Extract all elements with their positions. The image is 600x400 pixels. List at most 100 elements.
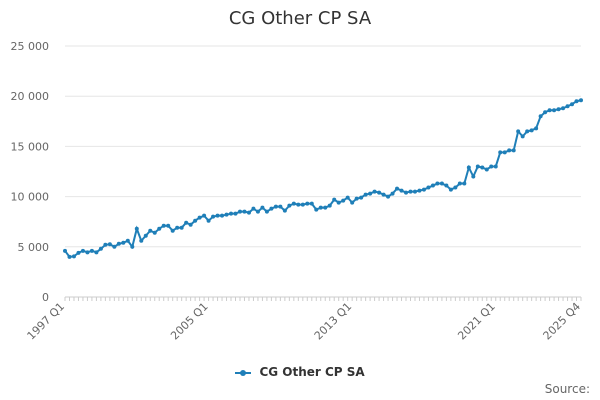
data-point[interactable]: [350, 200, 355, 205]
data-point[interactable]: [412, 189, 417, 194]
data-point[interactable]: [215, 213, 220, 218]
data-point[interactable]: [296, 202, 301, 207]
data-point[interactable]: [206, 218, 211, 223]
data-point[interactable]: [516, 129, 521, 134]
data-point[interactable]: [291, 201, 296, 206]
data-point[interactable]: [152, 230, 157, 235]
data-point[interactable]: [529, 128, 534, 133]
data-point[interactable]: [67, 254, 72, 259]
data-point[interactable]: [430, 183, 435, 188]
data-point[interactable]: [125, 238, 130, 243]
data-point[interactable]: [448, 187, 453, 192]
data-point[interactable]: [161, 223, 166, 228]
data-point[interactable]: [255, 209, 260, 214]
data-point[interactable]: [359, 195, 364, 200]
data-point[interactable]: [368, 191, 373, 196]
data-point[interactable]: [534, 126, 539, 131]
data-point[interactable]: [354, 196, 359, 201]
data-point[interactable]: [314, 207, 319, 212]
data-point[interactable]: [543, 110, 548, 115]
data-point[interactable]: [475, 164, 480, 169]
data-point[interactable]: [498, 150, 503, 155]
data-point[interactable]: [242, 209, 247, 214]
data-point[interactable]: [116, 241, 121, 246]
data-point[interactable]: [471, 174, 476, 179]
data-point[interactable]: [556, 107, 561, 112]
data-point[interactable]: [453, 185, 458, 190]
data-point[interactable]: [251, 206, 256, 211]
data-point[interactable]: [134, 226, 139, 231]
data-point[interactable]: [377, 190, 382, 195]
data-point[interactable]: [341, 198, 346, 203]
data-point[interactable]: [175, 225, 180, 230]
data-point[interactable]: [390, 191, 395, 196]
data-point[interactable]: [489, 164, 494, 169]
data-point[interactable]: [345, 195, 350, 200]
data-point[interactable]: [287, 203, 292, 208]
data-point[interactable]: [444, 183, 449, 188]
data-point[interactable]: [224, 212, 229, 217]
data-point[interactable]: [184, 220, 189, 225]
data-point[interactable]: [188, 222, 193, 227]
data-point[interactable]: [157, 226, 162, 231]
data-point[interactable]: [282, 208, 287, 213]
data-point[interactable]: [202, 213, 207, 218]
data-point[interactable]: [193, 218, 198, 223]
data-point[interactable]: [264, 209, 269, 214]
data-point[interactable]: [246, 210, 251, 215]
data-point[interactable]: [579, 98, 583, 103]
data-point[interactable]: [395, 186, 400, 191]
data-point[interactable]: [89, 248, 94, 253]
data-point[interactable]: [381, 192, 386, 197]
data-point[interactable]: [103, 242, 108, 247]
data-point[interactable]: [269, 206, 274, 211]
data-point[interactable]: [323, 205, 328, 210]
data-point[interactable]: [457, 181, 462, 186]
data-point[interactable]: [94, 250, 99, 255]
data-point[interactable]: [480, 165, 485, 170]
data-point[interactable]: [547, 108, 552, 113]
data-point[interactable]: [148, 228, 153, 233]
data-point[interactable]: [139, 238, 144, 243]
data-point[interactable]: [130, 244, 135, 249]
data-point[interactable]: [363, 192, 368, 197]
data-point[interactable]: [399, 188, 404, 193]
data-point[interactable]: [502, 150, 507, 155]
data-point[interactable]: [197, 215, 202, 220]
data-point[interactable]: [372, 189, 377, 194]
data-point[interactable]: [233, 211, 238, 216]
data-point[interactable]: [439, 181, 444, 186]
data-point[interactable]: [417, 188, 422, 193]
data-point[interactable]: [76, 250, 81, 255]
data-point[interactable]: [336, 200, 341, 205]
data-point[interactable]: [327, 203, 332, 208]
data-point[interactable]: [570, 102, 575, 107]
data-point[interactable]: [71, 254, 76, 259]
data-point[interactable]: [525, 129, 530, 134]
legend[interactable]: CG Other CP SA: [0, 365, 600, 379]
data-point[interactable]: [493, 164, 498, 169]
data-point[interactable]: [332, 197, 337, 202]
data-point[interactable]: [80, 248, 85, 253]
data-point[interactable]: [574, 99, 579, 104]
data-point[interactable]: [143, 233, 148, 238]
data-point[interactable]: [538, 114, 543, 119]
data-point[interactable]: [435, 181, 440, 186]
data-point[interactable]: [484, 167, 489, 172]
data-point[interactable]: [229, 211, 234, 216]
data-point[interactable]: [466, 165, 471, 170]
data-point[interactable]: [300, 202, 305, 207]
data-point[interactable]: [309, 201, 314, 206]
data-point[interactable]: [278, 204, 283, 209]
data-point[interactable]: [237, 209, 242, 214]
data-point[interactable]: [166, 223, 171, 228]
data-point[interactable]: [386, 194, 391, 199]
data-point[interactable]: [121, 240, 126, 245]
data-point[interactable]: [511, 148, 516, 153]
data-point[interactable]: [552, 108, 557, 113]
data-point[interactable]: [107, 242, 112, 247]
data-point[interactable]: [170, 228, 175, 233]
data-point[interactable]: [408, 189, 413, 194]
data-point[interactable]: [421, 187, 426, 192]
data-point[interactable]: [426, 185, 431, 190]
